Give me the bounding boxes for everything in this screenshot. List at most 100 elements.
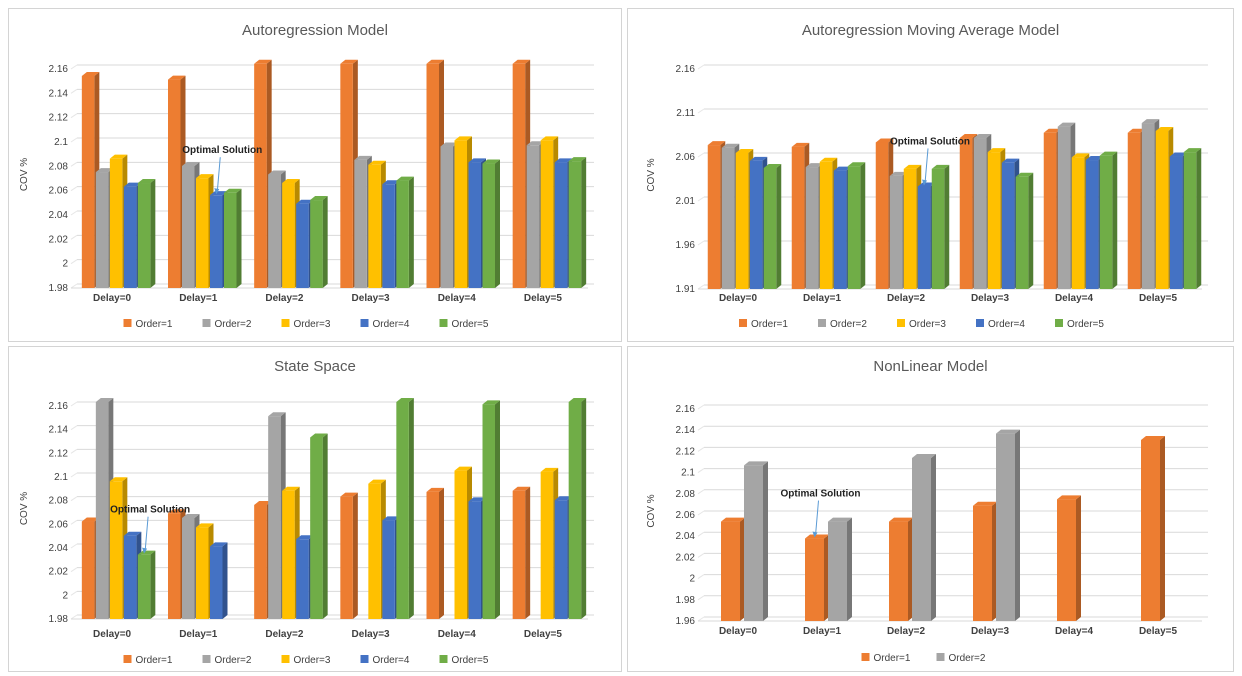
bar-top	[1071, 153, 1090, 158]
gridline-depth	[697, 552, 705, 558]
bar-front	[137, 554, 151, 619]
legend-swatch	[281, 655, 290, 663]
bar-top	[554, 158, 573, 163]
bar-front	[340, 63, 353, 289]
annotation-arrowhead	[922, 179, 927, 186]
bar	[340, 492, 358, 619]
legend-label: Order=3	[294, 655, 331, 666]
bar-front	[368, 164, 381, 288]
bar-top	[1057, 495, 1081, 500]
x-tick-label: Delay=4	[438, 293, 477, 304]
gridline-depth	[70, 472, 78, 478]
annotation-arrow	[815, 500, 819, 536]
bar-front	[1169, 156, 1183, 289]
bar-front	[224, 192, 237, 288]
bar-top	[109, 477, 128, 482]
bar-front	[1085, 160, 1099, 289]
bar-top	[95, 398, 114, 402]
bar	[1099, 151, 1118, 289]
bar	[137, 179, 156, 288]
x-tick-label: Delay=4	[438, 629, 477, 640]
bar-front	[1071, 157, 1085, 289]
y-axis-label: COV %	[19, 492, 30, 525]
gridline-depth	[70, 137, 78, 143]
bar-top	[268, 412, 286, 417]
y-tick-label: 1.96	[676, 240, 696, 251]
bar-side	[824, 534, 829, 621]
bar-top	[987, 148, 1006, 153]
bar	[744, 461, 768, 621]
bar-front	[912, 458, 931, 621]
bar	[847, 162, 866, 289]
legend-swatch	[360, 655, 369, 663]
y-tick-label: 2.1	[54, 137, 68, 148]
gridline-depth	[697, 595, 705, 601]
bar	[426, 487, 444, 619]
bar-front	[1043, 132, 1057, 289]
bar-top	[254, 500, 272, 505]
y-tick-label: 2	[689, 574, 695, 585]
legend-label: Order=5	[452, 319, 489, 330]
bar-top	[123, 182, 142, 187]
bar-top	[282, 179, 300, 184]
x-tick-label: Delay=2	[265, 293, 304, 304]
legend-label: Order=2	[215, 655, 252, 666]
bar-top	[210, 191, 228, 196]
bar-front	[568, 402, 582, 619]
bar	[1141, 435, 1165, 621]
y-tick-label: 2.06	[49, 186, 69, 197]
bar-top	[137, 550, 156, 555]
bar-side	[581, 157, 587, 288]
annotation-arrowhead	[812, 531, 818, 538]
bar-front	[735, 153, 749, 289]
bar-top	[396, 176, 414, 181]
bar-top	[875, 138, 894, 143]
bar	[805, 534, 829, 621]
bar	[224, 188, 242, 288]
legend-label: Order=1	[136, 319, 173, 330]
legend-label: Order=1	[874, 653, 911, 664]
bar-side	[1160, 435, 1165, 621]
x-tick-label: Delay=1	[179, 629, 218, 640]
bar-top	[340, 492, 358, 497]
gridline-depth	[697, 446, 705, 452]
bar-top	[903, 164, 922, 169]
bar-front	[512, 63, 526, 289]
x-tick-label: Delay=5	[524, 629, 563, 640]
bar-top	[931, 164, 950, 169]
bar-front	[805, 538, 824, 621]
bar-front	[81, 521, 95, 619]
y-tick-label: 2.1	[54, 472, 68, 483]
gridline-depth	[70, 519, 78, 525]
bar	[1015, 172, 1034, 289]
bar	[996, 429, 1020, 621]
bar-top	[1099, 151, 1118, 156]
legend-swatch	[439, 319, 448, 327]
bar-front	[721, 147, 735, 289]
bar-top	[1057, 122, 1076, 127]
bar-front	[749, 160, 763, 289]
bar-side	[1112, 151, 1118, 289]
bar	[828, 517, 852, 621]
legend-swatch	[818, 319, 826, 327]
legend-swatch	[123, 655, 132, 663]
y-axis-label: COV %	[646, 158, 657, 191]
gridline-depth	[697, 531, 705, 537]
bar-top	[268, 170, 286, 175]
gridline-depth	[70, 590, 78, 596]
gridline-depth	[70, 210, 78, 216]
bar-top	[554, 496, 573, 501]
bar-front	[973, 505, 992, 621]
bar-front	[268, 416, 281, 619]
bar-top	[168, 509, 186, 514]
bar-top	[805, 534, 829, 539]
bar-front	[426, 63, 439, 289]
legend-swatch	[439, 655, 448, 663]
bar-front	[1057, 499, 1076, 621]
bar-front	[396, 180, 409, 288]
bar-top	[182, 161, 200, 166]
bar-front	[973, 138, 987, 289]
bar-top	[468, 158, 486, 163]
bar-side	[322, 433, 328, 619]
y-tick-label: 2.08	[49, 161, 69, 172]
